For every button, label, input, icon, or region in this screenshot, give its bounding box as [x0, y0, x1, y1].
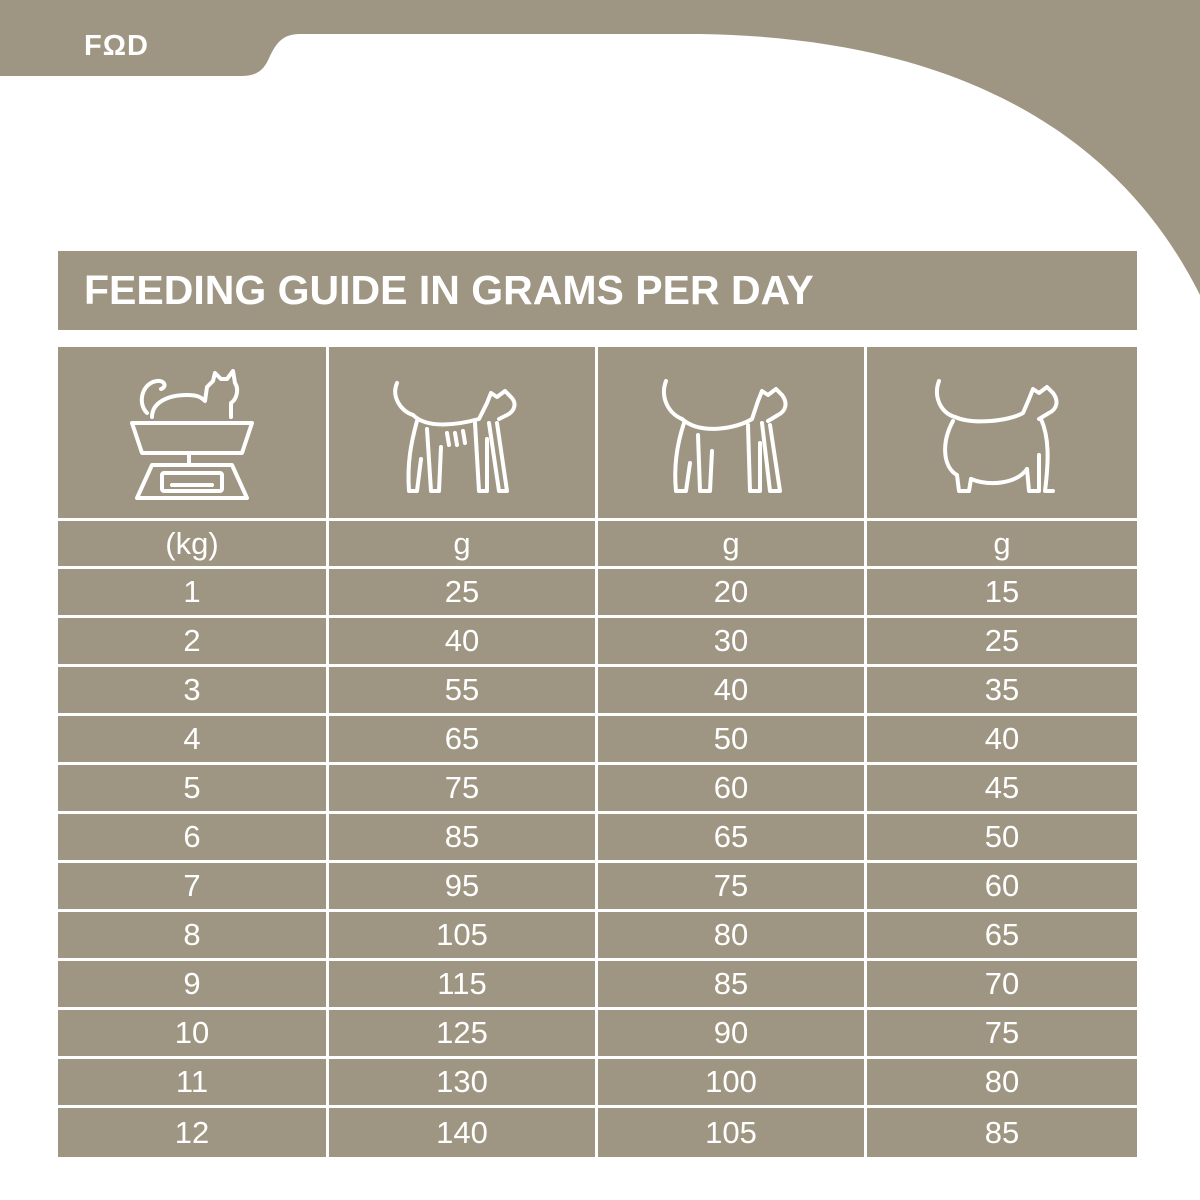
table-row: 11 130 100 80: [58, 1059, 1137, 1105]
ideal-cell: 100: [598, 1059, 864, 1105]
weight-cell: 6: [58, 814, 326, 860]
icon-header-row: [58, 347, 1137, 518]
ideal-cell: 30: [598, 618, 864, 664]
underweight-cell: 130: [329, 1059, 595, 1105]
ideal-cat-cell: [598, 347, 864, 518]
overweight-cell: 40: [867, 716, 1137, 762]
weight-cell: 3: [58, 667, 326, 713]
scale-with-cat-icon: [130, 368, 254, 500]
overweight-cell: 85: [867, 1108, 1137, 1157]
overweight-cell: 70: [867, 961, 1137, 1007]
underweight-cell: 40: [329, 618, 595, 664]
ideal-cell: 65: [598, 814, 864, 860]
underweight-cell: 105: [329, 912, 595, 958]
weight-cell: 9: [58, 961, 326, 1007]
underweight-cell: 115: [329, 961, 595, 1007]
table-row: 5 75 60 45: [58, 765, 1137, 811]
underweight-cell: 75: [329, 765, 595, 811]
ideal-cell: 90: [598, 1010, 864, 1056]
ideal-weight-cat-icon: [662, 378, 788, 493]
overweight-unit: g: [867, 521, 1137, 566]
underweight-cell: 85: [329, 814, 595, 860]
overweight-cell: 35: [867, 667, 1137, 713]
scale-cell: [58, 347, 326, 518]
ideal-cell: 85: [598, 961, 864, 1007]
underweight-unit: g: [329, 521, 595, 566]
table-row: 1 25 20 15: [58, 569, 1137, 615]
overweight-cell: 50: [867, 814, 1137, 860]
overweight-cell: 25: [867, 618, 1137, 664]
overweight-cell: 60: [867, 863, 1137, 909]
table-row: 7 95 75 60: [58, 863, 1137, 909]
underweight-cell: 140: [329, 1108, 595, 1157]
underweight-cell: 65: [329, 716, 595, 762]
ideal-cell: 20: [598, 569, 864, 615]
underweight-cell: 125: [329, 1010, 595, 1056]
brand-logo: FΩD: [84, 30, 149, 62]
weight-cell: 10: [58, 1010, 326, 1056]
table-row: 9 115 85 70: [58, 961, 1137, 1007]
underweight-cell: 25: [329, 569, 595, 615]
overweight-cell: 65: [867, 912, 1137, 958]
table-row: 8 105 80 65: [58, 912, 1137, 958]
weight-cell: 11: [58, 1059, 326, 1105]
ideal-cell: 60: [598, 765, 864, 811]
overweight-cat-cell: [867, 347, 1137, 518]
weight-cell: 1: [58, 569, 326, 615]
weight-cell: 4: [58, 716, 326, 762]
weight-cell: 5: [58, 765, 326, 811]
ideal-cell: 75: [598, 863, 864, 909]
ideal-unit: g: [598, 521, 864, 566]
title-band: FEEDING GUIDE IN GRAMS PER DAY: [58, 251, 1137, 330]
ideal-cell: 80: [598, 912, 864, 958]
table-row: 4 65 50 40: [58, 716, 1137, 762]
overweight-cat-icon: [935, 378, 1059, 493]
unit-row: (kg) g g g: [58, 521, 1137, 566]
ideal-cell: 40: [598, 667, 864, 713]
table-row: 3 55 40 35: [58, 667, 1137, 713]
weight-cell: 8: [58, 912, 326, 958]
ideal-cell: 50: [598, 716, 864, 762]
weight-cell: 2: [58, 618, 326, 664]
overweight-cell: 75: [867, 1010, 1137, 1056]
underweight-cell: 95: [329, 863, 595, 909]
table-row: 12 140 105 85: [58, 1108, 1137, 1157]
underweight-cell: 55: [329, 667, 595, 713]
overweight-cell: 15: [867, 569, 1137, 615]
weight-unit: (kg): [58, 521, 326, 566]
thin-cat-icon: [393, 380, 517, 493]
page-title: FEEDING GUIDE IN GRAMS PER DAY: [84, 267, 814, 313]
weight-cell: 12: [58, 1108, 326, 1157]
weight-cell: 7: [58, 863, 326, 909]
thin-cat-cell: [329, 347, 595, 518]
table-row: 10 125 90 75: [58, 1010, 1137, 1056]
table-row: 2 40 30 25: [58, 618, 1137, 664]
ideal-cell: 105: [598, 1108, 864, 1157]
overweight-cell: 80: [867, 1059, 1137, 1105]
overweight-cell: 45: [867, 765, 1137, 811]
table-row: 6 85 65 50: [58, 814, 1137, 860]
